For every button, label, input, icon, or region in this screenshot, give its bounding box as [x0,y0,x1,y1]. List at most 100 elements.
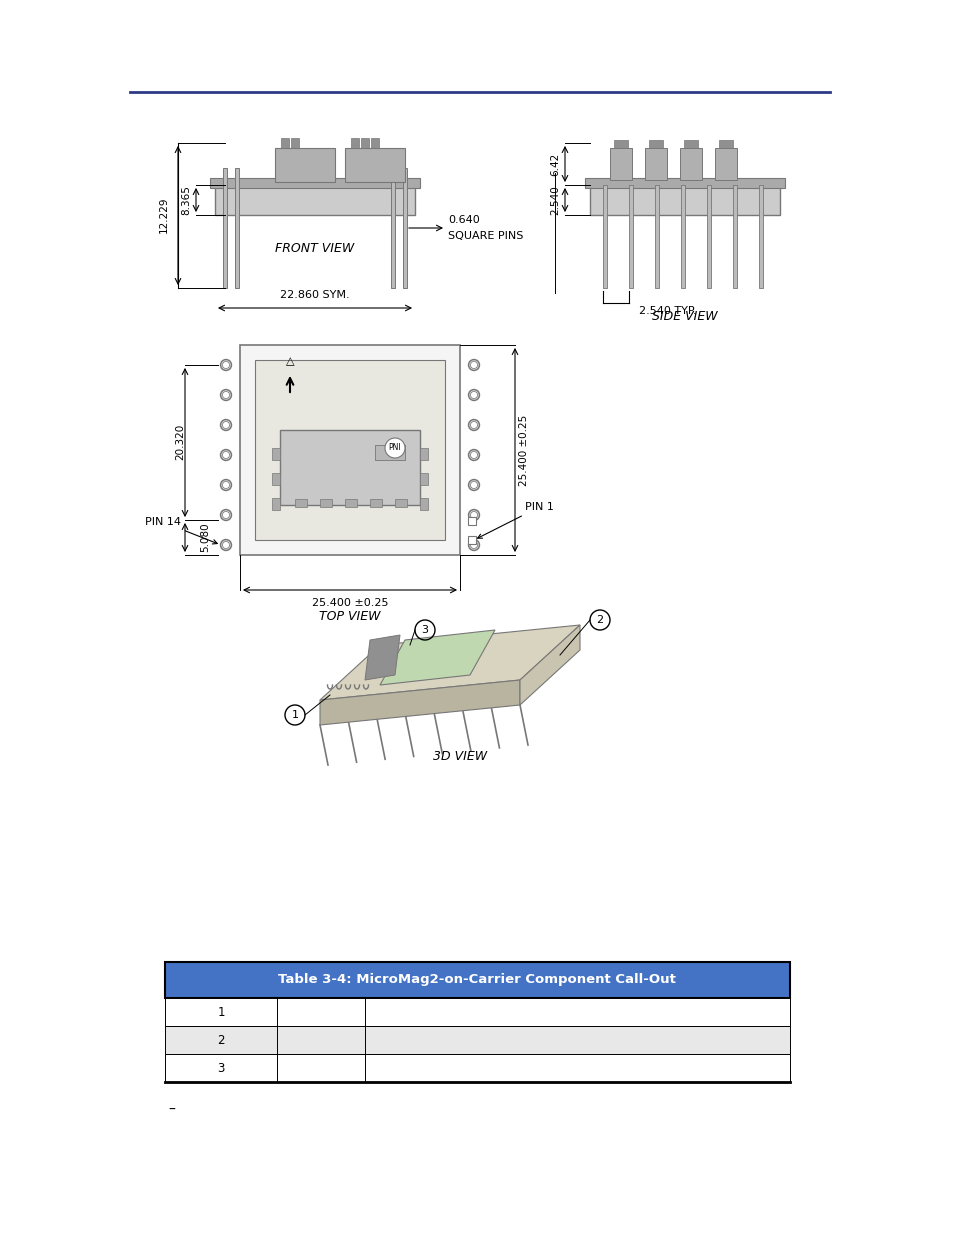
Bar [345,499,356,508]
Text: PNI: PNI [388,443,401,452]
Bar [419,473,428,485]
Text: 6.42: 6.42 [550,152,559,175]
Text: SIDE VIEW: SIDE VIEW [652,310,717,324]
Circle shape [222,482,230,489]
Bar [371,138,378,148]
Bar [272,498,280,510]
Circle shape [470,452,477,458]
Text: FRONT VIEW: FRONT VIEW [275,242,355,254]
Circle shape [470,362,477,368]
Polygon shape [319,625,579,700]
Circle shape [222,421,230,429]
Text: 3D VIEW: 3D VIEW [433,750,487,763]
Circle shape [222,541,230,548]
Bar [165,998,789,1026]
Text: 25.400 ±0.25: 25.400 ±0.25 [518,415,529,485]
Circle shape [468,359,479,370]
Text: 5.080: 5.080 [200,522,210,552]
Bar [165,962,789,998]
Text: △: △ [286,356,294,366]
Polygon shape [365,635,399,680]
Bar [679,148,701,180]
Circle shape [220,389,232,400]
Circle shape [470,482,477,489]
Text: 3: 3 [421,625,428,635]
Circle shape [220,420,232,431]
Circle shape [470,421,477,429]
Bar [655,185,659,288]
Bar [419,448,428,459]
Text: 0.640: 0.640 [448,215,479,225]
Text: 2: 2 [596,615,603,625]
Bar [680,185,684,288]
Bar [644,148,666,180]
Bar [165,1026,789,1053]
Circle shape [470,391,477,399]
Bar [370,499,381,508]
Bar [589,185,780,215]
Bar [628,185,633,288]
Text: SQUARE PINS: SQUARE PINS [448,231,523,241]
Circle shape [220,510,232,520]
Text: 2.540: 2.540 [550,185,559,215]
Text: 22.860 SYM.: 22.860 SYM. [280,290,350,300]
Bar [614,140,627,148]
Bar [468,517,476,525]
Polygon shape [319,680,519,725]
Bar [272,448,280,459]
Text: 2: 2 [217,1034,225,1046]
Circle shape [468,420,479,431]
Circle shape [468,540,479,551]
Bar [395,499,407,508]
Bar [291,138,298,148]
Text: 25.400 ±0.25: 25.400 ±0.25 [312,598,388,608]
Circle shape [468,450,479,461]
Bar [240,345,459,555]
Bar [210,178,419,188]
Bar [234,168,239,288]
Bar [609,148,631,180]
Text: 3: 3 [217,1062,225,1074]
Bar [281,138,289,148]
Bar [272,473,280,485]
Text: –: – [168,1103,174,1116]
Bar [402,168,407,288]
Text: 20.320: 20.320 [174,424,185,461]
Bar [468,536,476,543]
Bar [714,148,737,180]
Circle shape [385,438,405,458]
Circle shape [470,511,477,519]
Circle shape [222,391,230,399]
Text: 1: 1 [217,1005,225,1019]
Bar [254,359,444,540]
Text: 2.540 TYP.: 2.540 TYP. [639,306,696,316]
Bar [683,140,698,148]
Text: 12.229: 12.229 [159,196,169,233]
Bar [719,140,732,148]
Circle shape [220,359,232,370]
Polygon shape [379,630,495,685]
Circle shape [222,362,230,368]
Circle shape [220,540,232,551]
Text: PIN 14: PIN 14 [145,517,217,543]
Text: 8.365: 8.365 [181,185,191,215]
Text: TOP VIEW: TOP VIEW [319,610,380,622]
Circle shape [220,450,232,461]
Circle shape [470,541,477,548]
Circle shape [468,479,479,490]
Bar [165,1053,789,1082]
Bar [319,499,332,508]
Bar [732,185,737,288]
Bar [648,140,662,148]
Bar [584,178,784,188]
Bar [391,168,395,288]
Bar [759,185,762,288]
Bar [280,430,419,505]
Bar [345,148,405,182]
Circle shape [220,479,232,490]
Bar [360,138,369,148]
Text: 1: 1 [292,710,298,720]
Circle shape [222,511,230,519]
Polygon shape [519,625,579,705]
Bar [419,498,428,510]
